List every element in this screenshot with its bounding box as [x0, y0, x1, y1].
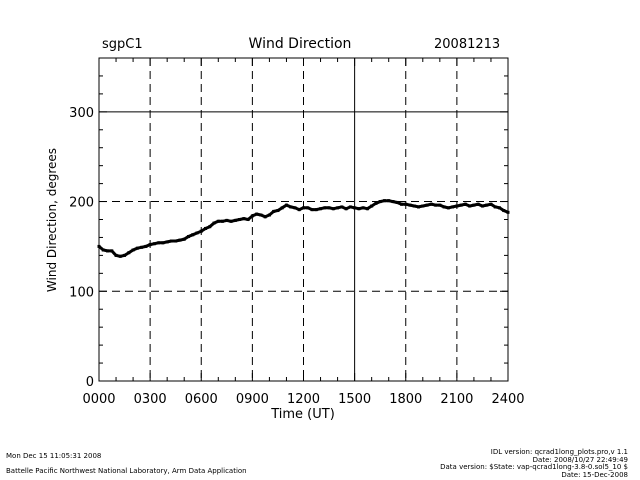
- axis-ticks: [98, 57, 509, 382]
- footer-data-date: Date: 15-Dec-2008: [561, 471, 628, 479]
- y-tick-label: 200: [69, 196, 94, 211]
- footer-idl-version: IDL version: qcrad1long_plots.pro,v 1.1: [490, 448, 628, 456]
- chart-title: Wind Direction: [248, 36, 352, 52]
- y-tick-label: 300: [69, 106, 94, 121]
- grid-lines: [99, 58, 508, 381]
- date-label: 20081213: [434, 37, 501, 52]
- footer-institution: Battelle Pacific Northwest National Labo…: [6, 467, 247, 475]
- x-tick-label: 2400: [491, 392, 524, 407]
- x-axis-label: Time (UT): [270, 407, 335, 422]
- x-tick-label: 1200: [287, 392, 320, 407]
- x-tick-label: 0300: [134, 392, 167, 407]
- x-tick-label: 1800: [389, 392, 422, 407]
- station-label: sgpC1: [102, 37, 143, 52]
- footer-timestamp: Mon Dec 15 11:05:31 2008: [6, 452, 102, 460]
- y-tick-label: 100: [69, 285, 94, 300]
- x-tick-label: 0900: [236, 392, 269, 407]
- footer-data-version: Data version: $State: vap-qcrad1long-3.8…: [440, 463, 628, 471]
- y-tick-label: 0: [86, 375, 94, 390]
- x-tick-label: 0600: [185, 392, 218, 407]
- footer-idl-date: Date: 2008/10/27 22:49:49: [532, 456, 628, 464]
- x-tick-label: 2100: [440, 392, 473, 407]
- x-tick-label: 0000: [82, 392, 115, 407]
- x-tick-label: 1500: [338, 392, 371, 407]
- y-axis-label: Wind Direction, degrees: [45, 148, 59, 292]
- axis-tick-labels: 0000 0300 0600 0900 1200 1500 1800 2100 2400 0 100…: [69, 106, 524, 407]
- series-trace: [98, 199, 509, 258]
- wind-direction-chart: 0000 0300 0600 0900 1200 1500 1800 2100 2400 0 100…: [45, 57, 525, 422]
